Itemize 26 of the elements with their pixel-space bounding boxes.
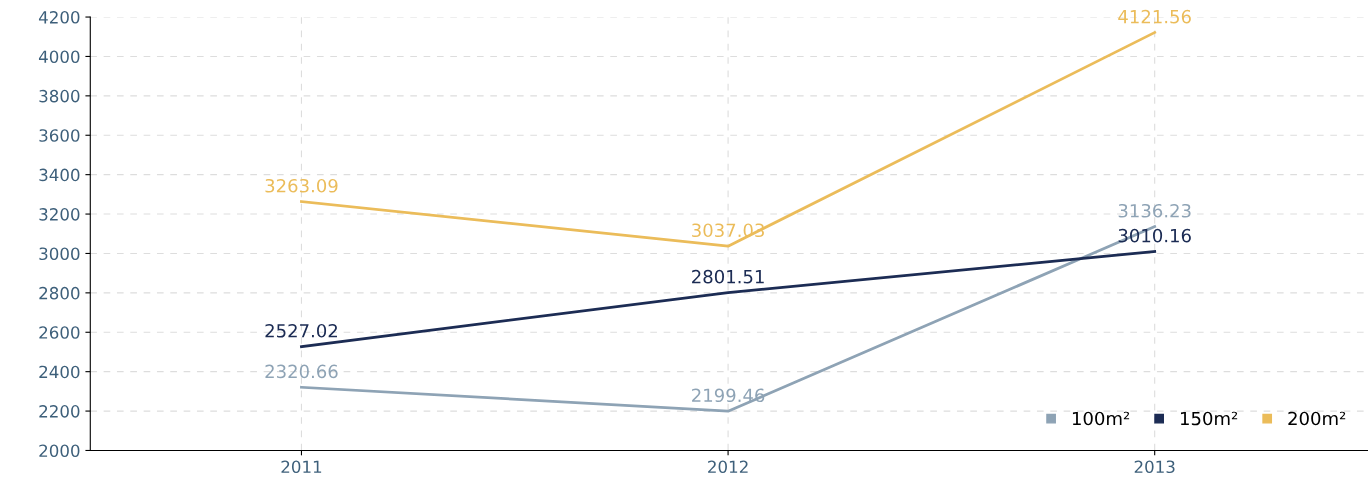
data-label: 2801.51 — [692, 269, 764, 284]
legend-label: 150m² — [1180, 411, 1238, 426]
y-tick-label: 4200 — [38, 11, 80, 24]
y-tick-label: 3000 — [39, 247, 80, 261]
data-label: 2199.46 — [692, 388, 765, 403]
data-label: 3263.09 — [265, 178, 338, 193]
data-label: 3010.16 — [1118, 228, 1191, 243]
y-tick-label: 2600 — [39, 326, 80, 339]
data-label: 4121.56 — [1118, 9, 1191, 24]
y-tick-label: 3800 — [39, 89, 80, 103]
y-tick-label: 2000 — [39, 444, 80, 458]
legend-label: 100m² — [1072, 411, 1130, 426]
data-label: 3136.23 — [1118, 203, 1191, 218]
data-label: 2527.02 — [265, 323, 337, 338]
y-tick-label: 4000 — [38, 50, 80, 64]
x-tick-label: 2012 — [708, 460, 748, 474]
y-tick-label: 3400 — [39, 168, 80, 182]
y-tick-label: 2200 — [39, 405, 80, 418]
data-label: 2320.66 — [265, 364, 338, 379]
legend-label: 200m² — [1288, 411, 1346, 426]
y-tick-label: 2400 — [39, 365, 80, 379]
y-tick-label: 3600 — [39, 129, 80, 142]
y-tick-label: 3200 — [39, 208, 80, 221]
x-tick-label: 2011 — [281, 460, 322, 474]
y-tick-label: 2800 — [39, 286, 80, 300]
x-tick-label: 2013 — [1134, 460, 1175, 474]
